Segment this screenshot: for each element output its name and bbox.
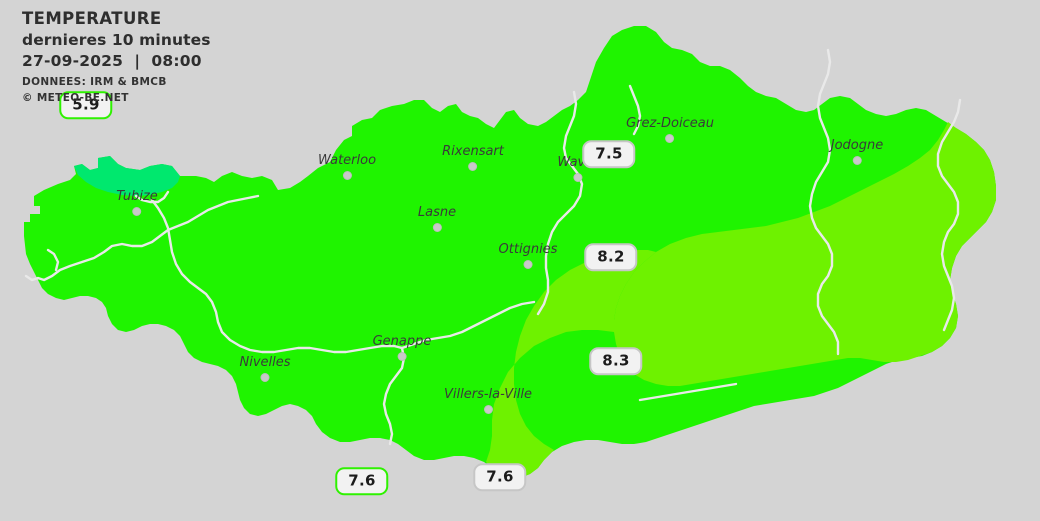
city-label: Nivelles [239, 355, 291, 370]
temperature-badge[interactable]: 7.6 [473, 463, 527, 491]
station-dot-icon [342, 171, 352, 180]
station-dot-icon [852, 156, 862, 165]
city-marker[interactable]: Grez-Doiceau [626, 117, 714, 143]
city-label: Genappe [372, 334, 432, 349]
city-label: Waterloo [317, 153, 377, 168]
station-dot-icon [468, 162, 478, 171]
page-title: TEMPERATURE [22, 9, 162, 28]
city-marker[interactable]: Jodogne [831, 139, 883, 165]
city-marker[interactable]: Waterloo [318, 154, 376, 180]
station-dot-icon [665, 134, 675, 143]
station-dot-icon [483, 405, 493, 414]
station-dot-icon [132, 207, 142, 216]
city-marker[interactable]: Ottignies [498, 242, 558, 269]
temperature-badge[interactable]: 8.2 [584, 243, 638, 271]
station-dot-icon [397, 352, 407, 361]
temperature-badge[interactable]: 5.9 [59, 91, 113, 119]
region-green-warm [486, 122, 996, 478]
temperature-badge[interactable]: 7.5 [582, 140, 636, 168]
station-dot-icon [432, 223, 442, 232]
region-green-cool [74, 156, 180, 196]
city-marker[interactable]: Tubize [116, 190, 158, 216]
city-label: Ottignies [498, 242, 558, 257]
map-header: TEMPERATURE dernieres 10 minutes 27-09-2… [22, 8, 211, 107]
data-source-label: DONNEES: IRM & BMCB [22, 76, 167, 89]
station-dot-icon [260, 373, 270, 382]
city-marker[interactable]: Villers-la-Ville [444, 388, 532, 414]
city-label: Villers-la-Ville [443, 387, 533, 402]
temperature-badge[interactable]: 8.3 [589, 347, 643, 375]
timestamp-label: 27-09-2025 | 08:00 [22, 51, 202, 70]
city-label: Grez-Doiceau [626, 116, 714, 131]
temperature-badge[interactable]: 7.6 [335, 467, 389, 495]
city-label: Rixensart [442, 144, 504, 159]
city-marker[interactable]: Nivelles [239, 355, 291, 382]
page-subtitle: dernieres 10 minutes [22, 30, 211, 49]
copyright-label: © METEO-BE.NET [22, 92, 129, 105]
city-label: Lasne [417, 205, 457, 220]
city-marker[interactable]: Genappe [372, 334, 432, 361]
city-marker[interactable]: Rixensart [442, 145, 504, 171]
city-label: Jodogne [830, 138, 884, 153]
river-network [24, 48, 962, 446]
station-dot-icon [523, 260, 533, 269]
city-label: Tubize [116, 189, 158, 204]
city-marker[interactable]: Lasne [418, 206, 456, 232]
station-dot-icon [573, 173, 583, 182]
